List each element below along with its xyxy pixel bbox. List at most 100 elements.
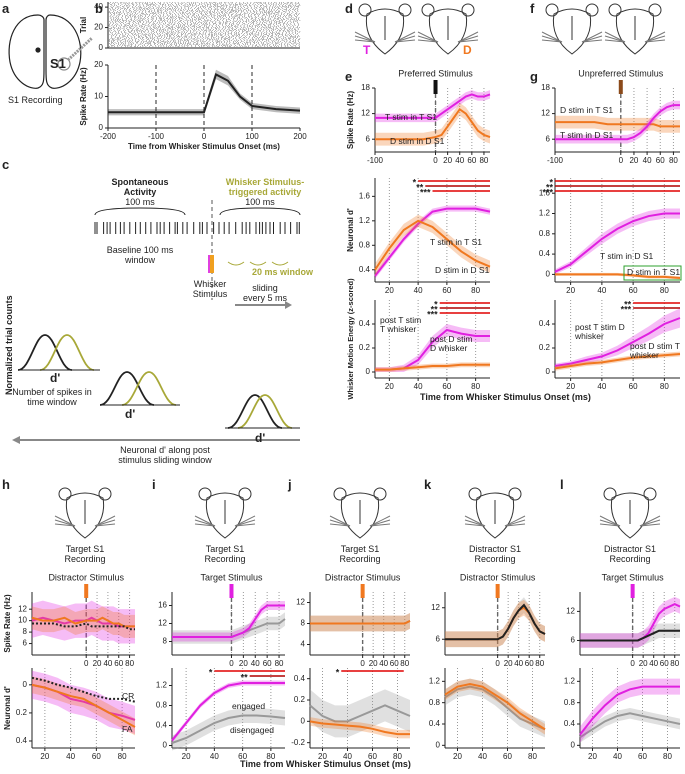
mouse-icon — [354, 3, 416, 55]
x-tick-label: 20 — [629, 156, 638, 165]
whisker — [234, 523, 256, 527]
series-line — [374, 219, 491, 271]
y-tick-label: 0.4 — [564, 719, 576, 728]
x-tick-label: 80 — [669, 156, 678, 165]
mouse-head — [65, 492, 105, 539]
whisker — [354, 31, 376, 43]
y-tick-label: 12 — [431, 603, 440, 612]
y-tick-label: 0 — [163, 741, 168, 750]
chart: 0 0.2 0.4 20 40 60 80 Neuronal d' — [3, 668, 136, 761]
caption: Target S1 Recording — [339, 544, 381, 564]
whisker — [369, 519, 391, 527]
series-line — [31, 676, 136, 703]
y-tick-label: 12 — [541, 109, 550, 118]
x-tick-label: 40 — [414, 382, 423, 391]
x-tick-label: 40 — [478, 752, 487, 761]
x-tick-label: 60 — [629, 382, 638, 391]
y-axis-label: Trial — [79, 17, 88, 33]
whisker — [94, 515, 116, 527]
significance-stars: *** — [621, 304, 632, 314]
series-label: T stim in T S1 — [385, 112, 437, 122]
chart-title: Distractor Stimulus — [48, 572, 124, 582]
series-label: engaged — [232, 701, 266, 711]
whisker — [54, 515, 76, 527]
whisker — [354, 39, 376, 43]
caption: S1 Recording — [8, 95, 63, 105]
brain-outline — [8, 14, 94, 89]
schematic-text: 100 ms — [245, 197, 275, 207]
mouse-label: T — [363, 43, 371, 57]
schematic-text: 20 ms window — [252, 267, 314, 277]
whisker — [599, 523, 621, 527]
y-axis-label: Spike Rate (Hz) — [79, 67, 88, 126]
mouse-ear — [358, 3, 372, 17]
y-tick-label: 4 — [301, 640, 306, 649]
x-tick-label: 0 — [84, 659, 89, 668]
x-tick-label: 60 — [442, 382, 451, 391]
whisker — [394, 35, 416, 43]
x-tick-label: 40 — [103, 659, 112, 668]
chart-title: Target Stimulus — [602, 572, 665, 582]
mouse-ear — [468, 487, 482, 501]
whisker — [457, 31, 479, 43]
error-band — [580, 623, 680, 648]
whisker — [639, 523, 661, 527]
mouse-icon — [464, 487, 526, 539]
x-tick-label: 80 — [660, 382, 669, 391]
x-tick-label: 40 — [649, 659, 658, 668]
x-tick-label: 20 — [239, 659, 248, 668]
mouse-icon — [417, 3, 479, 55]
stimulus-marker — [360, 584, 365, 598]
y-tick-label: 0.4 — [359, 319, 371, 328]
x-tick-label: 80 — [118, 752, 127, 761]
x-tick-label: 20 — [40, 752, 49, 761]
y-tick-label: 0.4 — [359, 265, 371, 274]
y-tick-label: 0 — [99, 123, 104, 132]
mouse-ear — [648, 3, 662, 17]
y-tick-label: 0 — [546, 367, 551, 376]
y-tick-label: 0 — [23, 680, 28, 689]
y-tick-label: 0 — [546, 269, 551, 278]
y-tick-label: 0.8 — [429, 698, 441, 707]
error-band — [375, 324, 490, 372]
y-tick-label: 0.4 — [294, 674, 306, 683]
mouse-head — [428, 8, 468, 55]
series-label: FA — [122, 724, 133, 734]
panel-label: k — [424, 477, 432, 492]
chart: 6 12 18 -100 0 20 40 60 80 Spike Rate (Hz) Preferr… — [346, 68, 491, 165]
schematic-text: Neuronal d' along post stimulus sliding … — [118, 445, 212, 465]
whisker — [504, 523, 526, 527]
error-band — [580, 708, 680, 743]
x-tick-label: 40 — [414, 286, 423, 295]
series-label: T stim in D S1 — [560, 130, 614, 140]
highlight-box — [623, 265, 682, 281]
significance-stars: ** — [546, 182, 554, 192]
whisker — [541, 31, 563, 43]
whisker — [581, 31, 603, 43]
series-line — [554, 212, 680, 273]
y-tick-label: 18 — [361, 83, 370, 92]
y-tick-label: 1.2 — [429, 676, 441, 685]
x-tick-label: 60 — [368, 752, 377, 761]
chart: 00.40.81.220 40 60 80* ** — [156, 667, 286, 761]
mouse-icon — [329, 487, 391, 539]
error-band — [172, 708, 285, 751]
whisker — [369, 515, 391, 527]
mouse-ear — [238, 487, 252, 501]
error-band — [580, 596, 680, 648]
chart: 8 12 16 0 20 40 60 80 Target Stimulus — [158, 572, 286, 668]
significance-stars: * — [209, 667, 213, 677]
schematic-text: Number of spikes in time window — [12, 387, 92, 407]
panel-label: j — [288, 477, 292, 492]
mouse-ear — [508, 487, 522, 501]
y-tick-label: 12 — [18, 604, 27, 613]
chart: 0 0.2 0.4 20 40 60 80 ***** — [539, 299, 681, 391]
mouse-ear — [608, 3, 622, 17]
x-tick-label: 20 — [504, 659, 513, 668]
stimulus-marker — [618, 80, 623, 94]
whisker — [504, 519, 526, 527]
series-line — [309, 720, 410, 736]
chart: 0 0.4 0.8 1.2 1.6 20 40 60 80 ****** — [539, 177, 681, 295]
y-tick-label: 0.8 — [564, 698, 576, 707]
y-axis-label: Neuronal d' — [3, 686, 12, 730]
